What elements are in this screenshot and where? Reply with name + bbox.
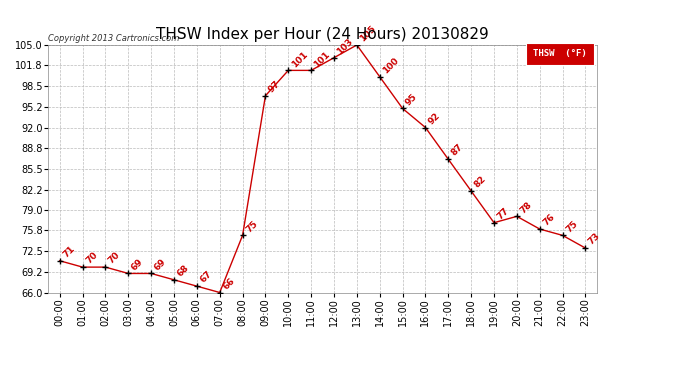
Text: 67: 67 xyxy=(198,270,213,285)
Text: 70: 70 xyxy=(107,251,122,266)
Text: 78: 78 xyxy=(518,200,533,215)
Text: 75: 75 xyxy=(244,219,259,234)
Text: 68: 68 xyxy=(175,263,190,278)
Text: 69: 69 xyxy=(130,257,145,272)
Text: 70: 70 xyxy=(84,251,99,266)
Text: 100: 100 xyxy=(381,56,401,75)
Text: Copyright 2013 Cartronics.com: Copyright 2013 Cartronics.com xyxy=(48,33,179,42)
Text: 103: 103 xyxy=(335,37,355,56)
Text: 95: 95 xyxy=(404,92,420,107)
Text: 76: 76 xyxy=(541,212,556,228)
Text: 92: 92 xyxy=(427,111,442,126)
Text: 101: 101 xyxy=(313,50,332,69)
Text: 66: 66 xyxy=(221,276,236,291)
Text: 82: 82 xyxy=(473,174,488,190)
Text: 71: 71 xyxy=(61,244,77,260)
Text: 75: 75 xyxy=(564,219,579,234)
Text: 87: 87 xyxy=(450,142,465,158)
Text: 77: 77 xyxy=(495,206,511,221)
Title: THSW Index per Hour (24 Hours) 20130829: THSW Index per Hour (24 Hours) 20130829 xyxy=(156,27,489,42)
Text: 73: 73 xyxy=(586,231,602,247)
Text: 101: 101 xyxy=(290,50,309,69)
Text: 69: 69 xyxy=(152,257,168,272)
Text: 97: 97 xyxy=(267,79,282,94)
Text: 105: 105 xyxy=(358,24,378,44)
